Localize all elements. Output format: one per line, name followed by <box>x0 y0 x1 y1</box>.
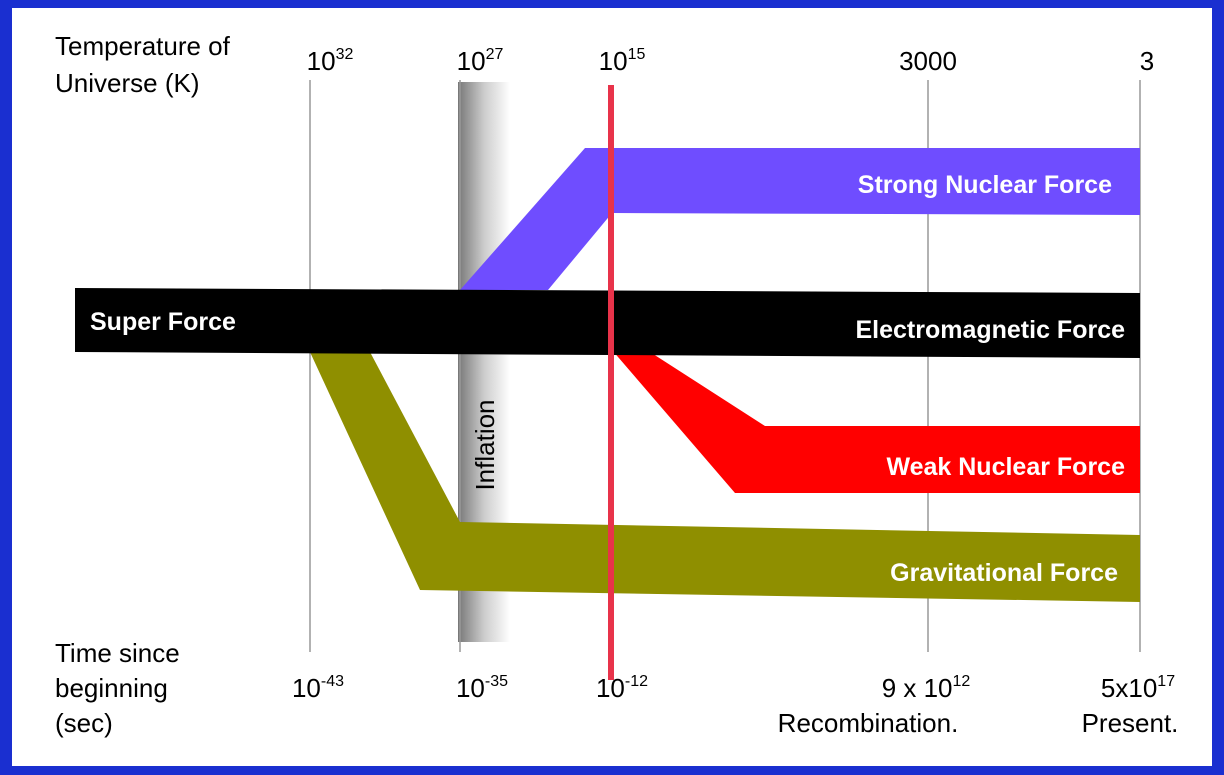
tick-label: 1027 <box>457 46 504 76</box>
tick-label: 10-43 <box>292 673 344 703</box>
tick-base: 10 <box>596 673 625 703</box>
tick-exponent: 32 <box>336 46 354 63</box>
tick-exponent: -35 <box>485 673 508 690</box>
axis-label: (sec) <box>55 708 113 738</box>
tick-base: 3 <box>1140 46 1154 76</box>
weak-band <box>612 350 1140 493</box>
tick-exponent: -43 <box>321 673 344 690</box>
tick-exponent: 15 <box>628 46 646 63</box>
tick-base: 10 <box>599 46 628 76</box>
tick-base: 10 <box>292 673 321 703</box>
tick-label: 10-12 <box>596 673 648 703</box>
tick-label: 3 <box>1140 46 1154 76</box>
strong-band <box>460 148 1140 290</box>
tick-label: 1032 <box>307 46 354 76</box>
force-label: Strong Nuclear Force <box>858 171 1112 199</box>
tick-exponent: -12 <box>625 673 648 690</box>
force-label: Weak Nuclear Force <box>886 453 1125 481</box>
axis-label: Temperature of <box>55 31 231 61</box>
tick-exponent: 27 <box>486 46 504 63</box>
tick-base: 10 <box>456 673 485 703</box>
gravitational-band <box>310 352 1140 602</box>
force-label: Electromagnetic Force <box>855 316 1125 344</box>
tick-label: 9 x 1012 <box>882 673 971 703</box>
marker-line <box>608 85 614 680</box>
axis-label: Time since <box>55 638 180 668</box>
tick-label: 3000 <box>899 46 957 76</box>
tick-base: 3000 <box>899 46 957 76</box>
force-label: Super Force <box>90 308 236 336</box>
tick-exponent: 17 <box>1157 673 1175 690</box>
tick-note: Recombination. <box>778 708 959 738</box>
force-label: Gravitational Force <box>890 559 1118 587</box>
tick-base: 10 <box>457 46 486 76</box>
tick-note: Present. <box>1082 708 1179 738</box>
tick-label: 5x1017 <box>1101 673 1175 703</box>
tick-base: 5x10 <box>1101 673 1157 703</box>
tick-exponent: 12 <box>953 673 971 690</box>
inflation-label: Inflation <box>470 399 500 490</box>
tick-label: 1015 <box>599 46 646 76</box>
tick-base: 10 <box>307 46 336 76</box>
tick-base: 9 x 10 <box>882 673 953 703</box>
axis-label: beginning <box>55 673 168 703</box>
ticks: 1032 1027 1015 3000 310-43 10-35 10-12 9 x 1012… <box>292 46 1178 738</box>
axis-label: Universe (K) <box>55 68 199 98</box>
tick-label: 10-35 <box>456 673 508 703</box>
super-band <box>75 288 1140 358</box>
